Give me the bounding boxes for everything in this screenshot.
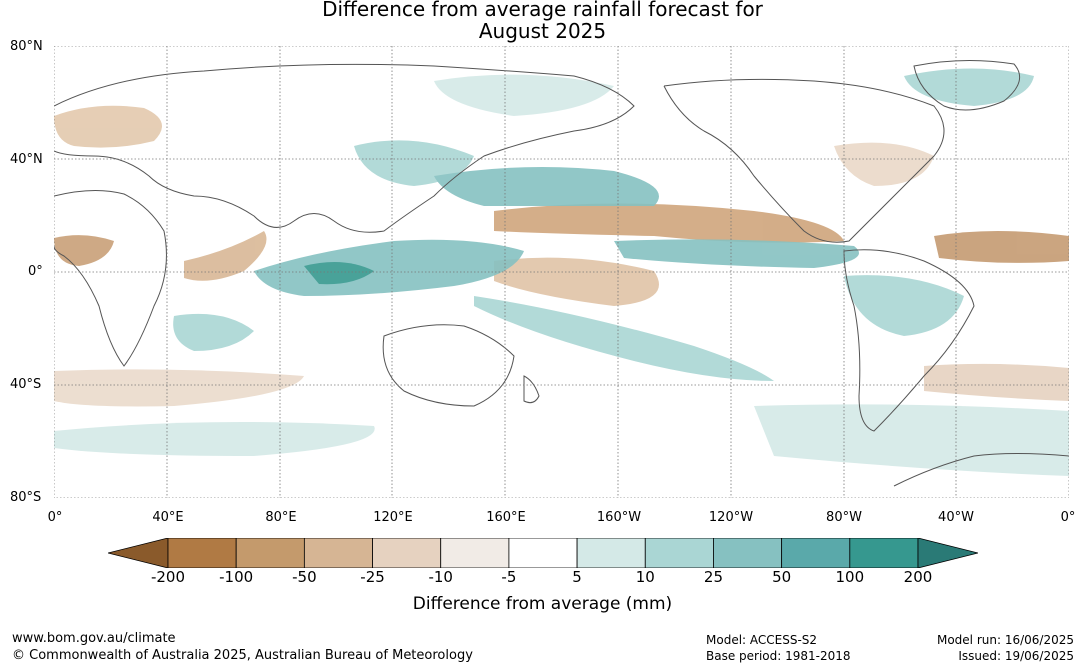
footer-model-run: Model run: 16/06/2025 [936,633,1074,647]
wet-region-southern-ocean-2 [754,404,1069,476]
coastline-greenland [913,59,1021,111]
colorbar-title: Difference from average (mm) [412,594,673,614]
colorbar-tick-label: -25 [360,568,385,586]
dry-region-europe [54,105,162,148]
lat-label-equator: 0° [28,264,43,279]
colorbar [108,538,978,568]
lon-label-160w: 160°W [596,510,642,525]
colorbar-swatch [440,538,510,568]
colorbar-extend-low [108,538,169,568]
colorbar-swatch [372,538,442,568]
dry-region-equatorial-pacific [494,257,659,306]
lat-label-40s: 40°S [10,377,42,392]
colorbar-swatch [303,538,373,568]
coastline-antarctica [893,453,1069,487]
wet-region-arctic [434,74,614,116]
colorbar-tick-label: -10 [428,568,453,586]
colorbar-tick-label: -200 [150,568,186,586]
wet-region-southern-ocean-1 [54,422,375,456]
lon-label-40e: 40°E [152,510,184,525]
lon-label-120w: 120°W [708,510,754,525]
colorbar-swatch [235,538,305,568]
colorbar-tick-label: 10 [635,568,655,586]
wet-region-northwest-pacific [434,167,659,206]
map-title-line1: Difference from average rainfall forecas… [322,0,763,21]
wet-region-indian-southwest [173,313,254,351]
footer-model: Model: ACCESS-S2 [706,633,818,647]
dry-region-north-america [834,142,934,186]
wet-anomaly-regions [54,68,1069,476]
lon-label-40w: 40°W [938,510,974,525]
colorbar-swatch [781,538,851,568]
lon-label-80e: 80°E [265,510,297,525]
footer-website: www.bom.gov.au/climate [12,631,176,646]
coastline-north-america [663,78,945,243]
coastline-south-america [843,249,975,432]
dry-region-south-ocean [54,369,304,407]
lon-label-80w: 80°W [826,510,862,525]
colorbar-swatch [576,538,646,568]
wet-region-south-america [844,275,964,336]
footer-copyright: © Commonwealth of Australia 2025, Austra… [12,648,473,663]
wet-region-spcz [474,296,774,381]
lat-label-80s: 80°S [10,490,42,505]
colorbar-tick-label: -5 [501,568,517,586]
wet-region-itcz-east-pacific [614,239,859,268]
dry-region-indian-ocean [184,231,267,281]
dry-region-south-america-south [924,363,1069,401]
rainfall-anomaly-map [54,46,1069,498]
lat-label-80n: 80°N [10,39,43,54]
colorbar-swatch [713,538,783,568]
dry-anomaly-regions [54,105,1069,407]
colorbar-tick-label: 200 [903,568,933,586]
lon-label-160e: 160°E [486,510,526,525]
wet-region-indonesia-core [304,262,374,285]
colorbar-swatch [849,538,919,568]
dry-region-north-pacific-band [494,203,844,243]
dry-region-atlantic [934,231,1069,263]
colorbar-swatch [167,538,237,568]
colorbar-extend-high [917,538,978,568]
coastline-africa [54,189,167,367]
coastline-new-zealand [523,375,540,404]
coastline-australia [382,324,515,407]
dry-region-africa-north [54,235,114,266]
lon-label-120e: 120°E [373,510,413,525]
gridlines [54,46,1069,498]
colorbar-tick-label: -50 [292,568,317,586]
lat-label-40n: 40°N [10,152,43,167]
footer-issued: Issued: 19/06/2025 [958,649,1074,663]
colorbar-swatch [508,538,578,568]
colorbar-tick-label: 100 [835,568,865,586]
coastline-eurasia [54,63,635,233]
map-title-line2: August 2025 [478,19,607,43]
colorbar-swatch [644,538,714,568]
wet-region-greenland [904,68,1034,106]
coastlines [54,59,1069,487]
footer-base-period: Base period: 1981-2018 [706,649,851,663]
colorbar-tick-label: 5 [572,568,582,586]
colorbar-tick-label: 25 [703,568,723,586]
colorbar-tick-label: 50 [772,568,792,586]
lon-label-0-right: 0° [1060,510,1076,525]
lon-label-0-left: 0° [47,510,63,525]
colorbar-tick-label: -100 [219,568,254,586]
